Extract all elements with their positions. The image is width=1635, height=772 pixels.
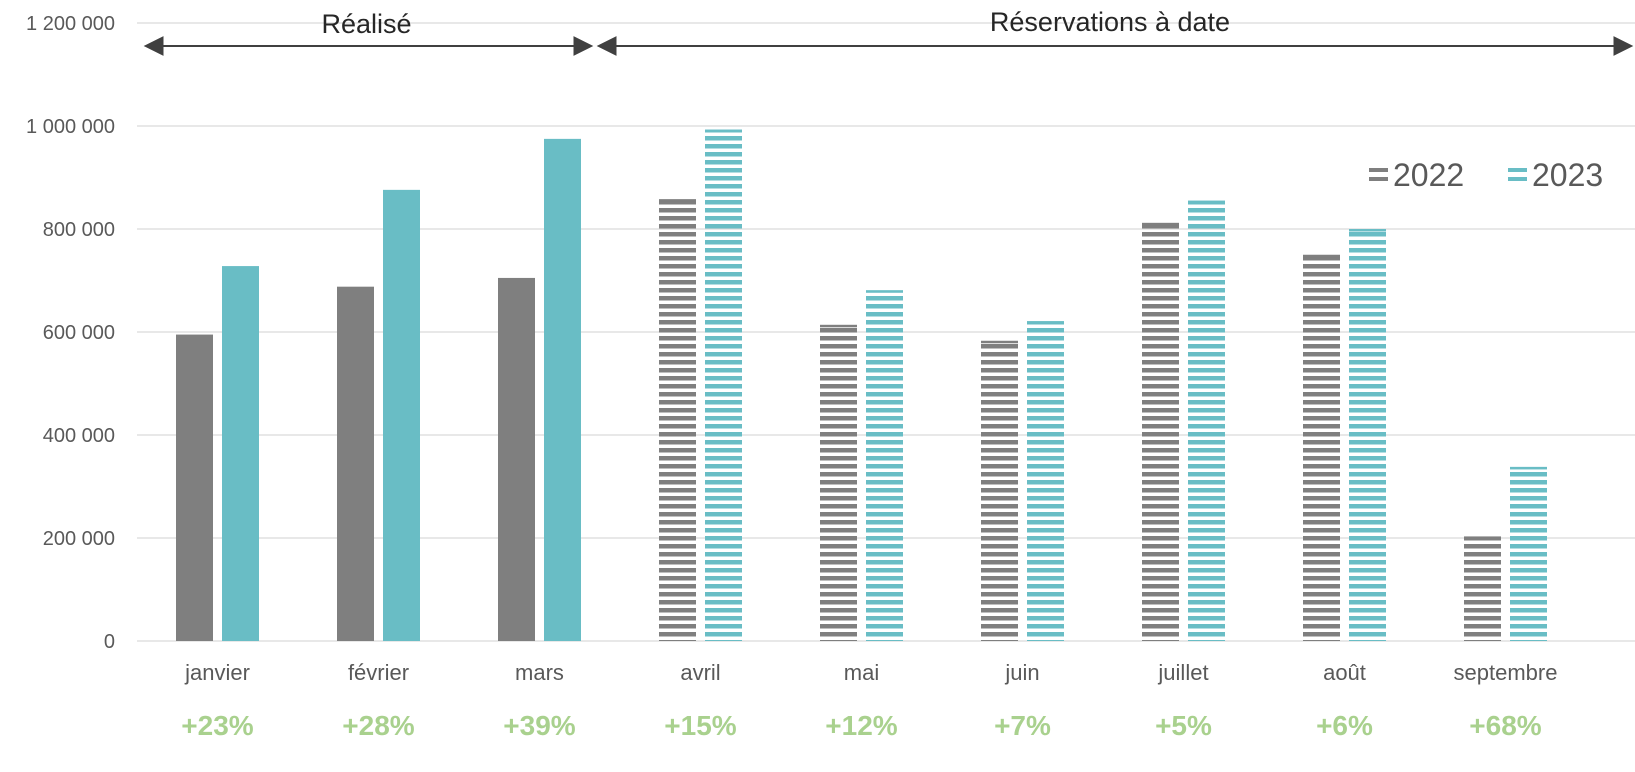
category-label: mars bbox=[515, 660, 564, 685]
y-axis-tick-labels: 0 200 000 400 000 600 000 800 000 1 000 000 1 … bbox=[26, 13, 115, 653]
bar-2023 bbox=[1510, 466, 1547, 641]
growth-label: +39% bbox=[503, 710, 575, 741]
bar-2023 bbox=[222, 266, 259, 641]
y-tick-label: 1 000 000 bbox=[26, 116, 115, 138]
category-label: février bbox=[348, 660, 409, 685]
growth-label: +28% bbox=[342, 710, 414, 741]
period-label-reservations: Réservations à date bbox=[990, 7, 1230, 37]
growth-label: +7% bbox=[994, 710, 1051, 741]
legend-label-2023: 2023 bbox=[1532, 157, 1603, 193]
category-label: juillet bbox=[1157, 660, 1208, 685]
legend-label-2022: 2022 bbox=[1393, 157, 1464, 193]
y-tick-label: 600 000 bbox=[43, 322, 115, 344]
bar-2023 bbox=[1349, 229, 1386, 641]
bar-top-2023 bbox=[1349, 229, 1386, 232]
legend-swatch-2023 bbox=[1508, 177, 1527, 181]
legend-swatch-2023 bbox=[1508, 168, 1527, 172]
growth-label: +23% bbox=[181, 710, 253, 741]
bar-top-2023 bbox=[705, 129, 742, 133]
bar-top-2022 bbox=[1303, 254, 1340, 258]
y-tick-label: 1 200 000 bbox=[26, 13, 115, 35]
category-labels: janvier février mars avril mai juin juillet aoû… bbox=[184, 660, 1557, 685]
bar-2022 bbox=[981, 340, 1018, 641]
legend-swatch-2022 bbox=[1369, 177, 1388, 181]
bar-2022 bbox=[176, 334, 213, 641]
growth-labels: +23% +28% +39% +15% +12% +7% +5% +6% +68% bbox=[181, 710, 1541, 741]
y-tick-label: 0 bbox=[104, 631, 115, 653]
y-tick-label: 800 000 bbox=[43, 219, 115, 241]
category-label: mai bbox=[844, 660, 879, 685]
bar-2023 bbox=[705, 129, 742, 642]
bar-2022 bbox=[1464, 536, 1501, 641]
growth-label: +12% bbox=[825, 710, 897, 741]
bar-2022 bbox=[498, 277, 535, 641]
category-label: septembre bbox=[1454, 660, 1558, 685]
bar-2023 bbox=[383, 189, 420, 642]
bar-2022 bbox=[1142, 222, 1179, 641]
y-tick-label: 200 000 bbox=[43, 528, 115, 550]
legend: 2022 2023 bbox=[1369, 157, 1603, 193]
bar-top-2022 bbox=[1142, 222, 1179, 226]
bar-2022 bbox=[1303, 254, 1340, 641]
bar-2022 bbox=[659, 199, 696, 641]
bar-2023 bbox=[544, 138, 581, 641]
bar-top-2022 bbox=[981, 340, 1018, 344]
bar-2023 bbox=[1188, 200, 1225, 642]
legend-swatch-2022 bbox=[1369, 168, 1388, 172]
category-label: avril bbox=[680, 660, 720, 685]
bar-2023 bbox=[1027, 321, 1064, 641]
category-label: août bbox=[1323, 660, 1366, 685]
period-label-realise: Réalisé bbox=[321, 9, 411, 39]
category-label: juin bbox=[1004, 660, 1039, 685]
bar-2022 bbox=[337, 286, 374, 641]
bars bbox=[176, 129, 1547, 642]
category-label: janvier bbox=[184, 660, 250, 685]
bar-top-2022 bbox=[1464, 536, 1501, 539]
growth-label: +6% bbox=[1316, 710, 1373, 741]
bar-top-2023 bbox=[1510, 466, 1547, 470]
bar-top-2022 bbox=[659, 199, 696, 202]
y-tick-label: 400 000 bbox=[43, 425, 115, 447]
bar-top-2023 bbox=[1188, 200, 1225, 204]
bar-top-2022 bbox=[820, 324, 857, 328]
bar-top-2023 bbox=[866, 290, 903, 293]
bar-top-2023 bbox=[1027, 321, 1064, 324]
growth-label: +68% bbox=[1469, 710, 1541, 741]
growth-label: +5% bbox=[1155, 710, 1212, 741]
bar-2023 bbox=[866, 290, 903, 641]
period-annotations: Réalisé Réservations à date bbox=[143, 7, 1634, 56]
growth-label: +15% bbox=[664, 710, 736, 741]
bar-2022 bbox=[820, 324, 857, 641]
